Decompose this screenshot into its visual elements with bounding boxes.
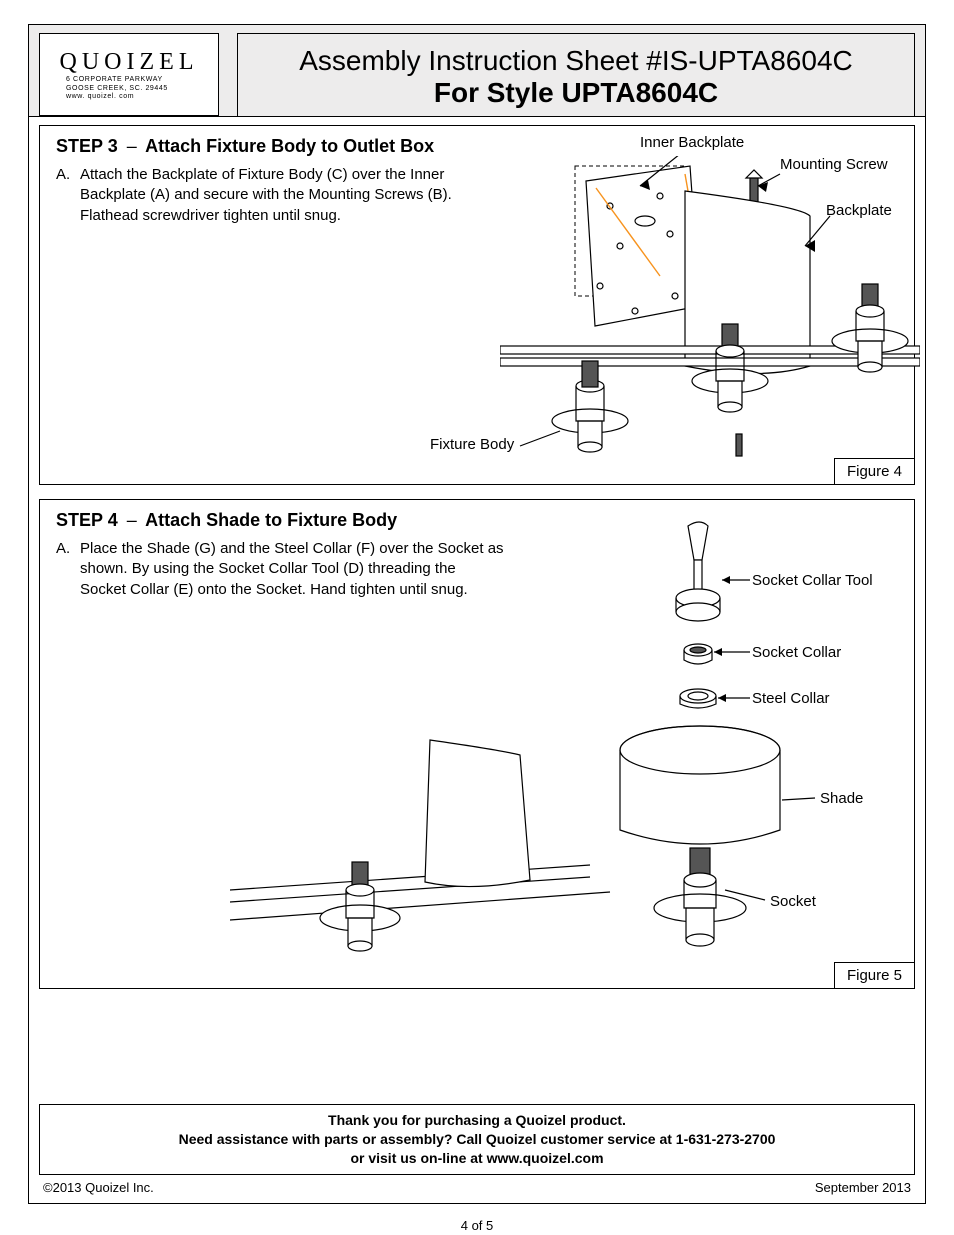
- footer-line-3: or visit us on-line at www.quoizel.com: [48, 1149, 906, 1168]
- title-line-2: For Style UPTA8604C: [434, 77, 718, 109]
- step-3-heading: Attach Fixture Body to Outlet Box: [145, 136, 434, 156]
- step-4-dash: –: [123, 510, 141, 530]
- step-3-item-marker: A.: [56, 165, 80, 226]
- company-logo-text: QUOIZEL: [60, 49, 199, 76]
- step-3-item-text: Attach the Backplate of Fixture Body (C)…: [80, 165, 504, 226]
- footer-thanks-box: Thank you for purchasing a Quoizel produ…: [39, 1104, 915, 1175]
- footer-date: September 2013: [815, 1180, 911, 1195]
- company-address-2: GOOSE CREEK, SC. 29445: [48, 85, 210, 93]
- step-3-dash: –: [123, 136, 141, 156]
- copyright-text: 2013 Quoizel Inc.: [53, 1180, 154, 1195]
- step-3-box: STEP 3 – Attach Fixture Body to Outlet B…: [39, 125, 915, 485]
- copyright-icon: ©: [43, 1180, 53, 1195]
- footer-copyright: ©2013 Quoizel Inc.: [43, 1180, 154, 1195]
- step-4-box: STEP 4 – Attach Shade to Fixture Body A.…: [39, 499, 915, 989]
- company-address-1: 6 CORPORATE PARKWAY: [48, 76, 210, 84]
- callout-inner-backplate: Inner Backplate: [640, 134, 744, 151]
- document-header: QUOIZEL 6 CORPORATE PARKWAY GOOSE CREEK,…: [29, 25, 925, 117]
- step-3-number: STEP 3: [56, 136, 118, 156]
- figure-4-diagram: [500, 156, 920, 466]
- title-box: Assembly Instruction Sheet #IS-UPTA8604C…: [237, 33, 915, 116]
- step-3-body: A. Attach the Backplate of Fixture Body …: [40, 165, 520, 226]
- figure-4-label: Figure 4: [834, 458, 915, 485]
- company-url: www. quoizel. com: [48, 93, 210, 101]
- figure-5-label: Figure 5: [834, 962, 915, 989]
- figure-5-diagram: [230, 520, 850, 970]
- page-number: 4 of 5: [0, 1218, 954, 1233]
- step-4-item-marker: A.: [56, 539, 80, 600]
- company-logo-box: QUOIZEL 6 CORPORATE PARKWAY GOOSE CREEK,…: [39, 33, 219, 116]
- footer-line-1: Thank you for purchasing a Quoizel produ…: [48, 1111, 906, 1130]
- step-4-number: STEP 4: [56, 510, 118, 530]
- title-line-1: Assembly Instruction Sheet #IS-UPTA8604C: [299, 45, 853, 77]
- footer-line-2: Need assistance with parts or assembly? …: [48, 1130, 906, 1149]
